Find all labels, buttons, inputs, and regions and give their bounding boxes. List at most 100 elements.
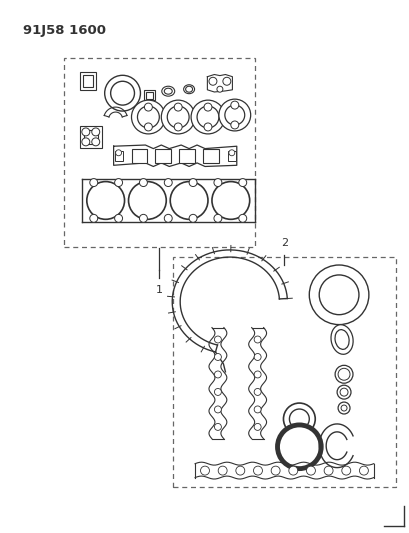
Bar [144,90,155,100]
Circle shape [359,466,368,475]
Circle shape [254,353,261,360]
Circle shape [214,353,221,360]
Circle shape [214,371,221,378]
Circle shape [337,402,349,414]
Circle shape [254,336,261,343]
Circle shape [170,182,207,219]
Circle shape [189,179,197,187]
Circle shape [337,368,349,380]
Circle shape [174,123,182,131]
Circle shape [87,182,124,219]
Polygon shape [207,75,232,92]
Circle shape [341,466,350,475]
Bar [80,72,96,90]
Circle shape [214,423,221,430]
Bar [173,257,395,488]
Circle shape [90,179,97,187]
Circle shape [270,466,279,475]
Circle shape [144,123,152,131]
Circle shape [228,150,234,156]
Circle shape [283,403,315,435]
Circle shape [197,106,218,128]
Circle shape [204,103,211,111]
Circle shape [174,103,182,111]
Bar [227,151,235,161]
Circle shape [131,100,165,134]
Circle shape [104,75,140,111]
Circle shape [167,106,189,128]
Circle shape [82,128,90,136]
Circle shape [254,371,261,378]
Circle shape [253,466,262,475]
Circle shape [235,466,244,475]
Bar [179,149,195,163]
Circle shape [334,365,352,383]
Circle shape [161,100,195,134]
Circle shape [336,385,350,399]
Circle shape [214,406,221,413]
Circle shape [214,336,221,343]
Circle shape [204,123,211,131]
Bar [131,149,147,163]
Circle shape [277,425,320,469]
Circle shape [191,100,224,134]
Text: 2: 2 [280,238,287,248]
Circle shape [319,275,358,314]
Bar [83,130,97,144]
Circle shape [238,179,246,187]
Ellipse shape [334,329,348,349]
Circle shape [224,105,244,125]
Circle shape [340,405,346,411]
Circle shape [218,466,227,475]
Ellipse shape [183,85,194,94]
Text: 91J58 1600: 91J58 1600 [23,23,106,37]
Circle shape [211,182,249,219]
Circle shape [230,101,238,109]
Circle shape [216,86,222,92]
Ellipse shape [330,325,352,354]
Circle shape [92,138,99,146]
Bar [115,151,122,161]
Circle shape [82,138,90,146]
Circle shape [324,466,332,475]
Circle shape [209,77,216,85]
Ellipse shape [185,86,192,92]
Text: 1: 1 [155,285,162,295]
Circle shape [200,466,209,475]
Circle shape [115,150,121,156]
Circle shape [128,182,166,219]
Circle shape [306,466,315,475]
Circle shape [115,214,122,222]
Circle shape [137,106,159,128]
Circle shape [339,388,347,396]
Circle shape [254,423,261,430]
Circle shape [254,389,261,395]
Circle shape [238,214,246,222]
Circle shape [144,103,152,111]
Bar [83,75,92,87]
Ellipse shape [162,86,174,96]
Circle shape [92,128,99,136]
Circle shape [164,179,172,187]
Circle shape [90,214,97,222]
Circle shape [214,389,221,395]
Circle shape [213,214,221,222]
Bar [64,59,254,247]
Circle shape [289,409,308,429]
Circle shape [288,466,297,475]
Ellipse shape [164,88,172,94]
Bar [146,92,153,99]
Circle shape [218,99,250,131]
Circle shape [110,81,134,105]
Polygon shape [113,145,236,166]
Bar [202,149,218,163]
Circle shape [164,214,172,222]
Circle shape [308,265,368,325]
Circle shape [222,77,230,85]
Bar [80,126,101,148]
Circle shape [254,406,261,413]
Bar [155,149,171,163]
Circle shape [213,179,221,187]
Circle shape [115,179,122,187]
Circle shape [230,121,238,129]
